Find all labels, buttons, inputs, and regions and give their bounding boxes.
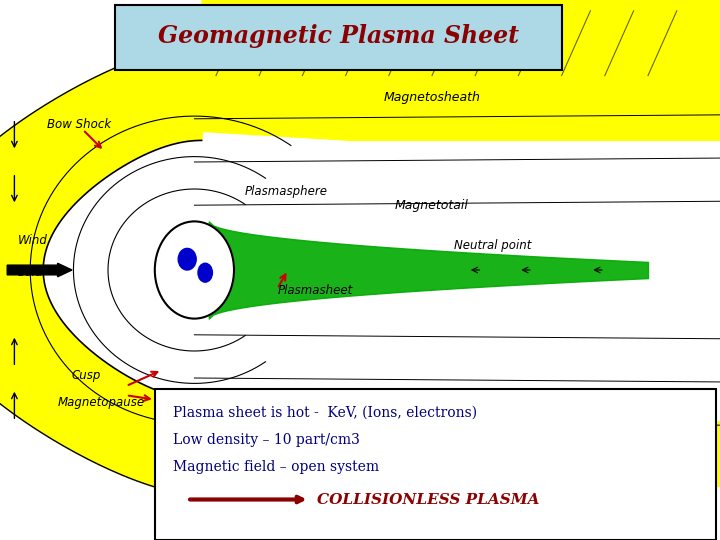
- Text: Neutral point: Neutral point: [454, 239, 531, 252]
- Text: Cusp: Cusp: [72, 369, 102, 382]
- Text: Geomagnetic Plasma Sheet: Geomagnetic Plasma Sheet: [158, 24, 519, 48]
- Polygon shape: [0, 43, 216, 497]
- Text: Magnetosheath: Magnetosheath: [384, 91, 480, 104]
- Text: Plasmasheet: Plasmasheet: [277, 284, 353, 297]
- FancyBboxPatch shape: [115, 5, 562, 70]
- Ellipse shape: [198, 263, 212, 282]
- Text: Bow Shock: Bow Shock: [47, 118, 111, 131]
- Text: Solar: Solar: [18, 266, 48, 279]
- Text: Plasmasphere: Plasmasphere: [245, 185, 328, 198]
- Text: Plasma sheet is hot -  KeV, (Ions, electrons): Plasma sheet is hot - KeV, (Ions, electr…: [173, 406, 477, 420]
- Text: Magnetopause: Magnetopause: [58, 396, 145, 409]
- Polygon shape: [43, 141, 720, 399]
- Text: Wind: Wind: [18, 234, 48, 247]
- FancyArrow shape: [7, 263, 72, 276]
- Text: Low density – 10 part/cm3: Low density – 10 part/cm3: [173, 433, 360, 447]
- Ellipse shape: [179, 248, 196, 270]
- Ellipse shape: [155, 221, 234, 319]
- Text: Magnetotail: Magnetotail: [395, 199, 469, 212]
- Text: COLLISIONLESS PLASMA: COLLISIONLESS PLASMA: [317, 492, 539, 507]
- FancyBboxPatch shape: [155, 389, 716, 540]
- Text: Magnetic field – open system: Magnetic field – open system: [173, 460, 379, 474]
